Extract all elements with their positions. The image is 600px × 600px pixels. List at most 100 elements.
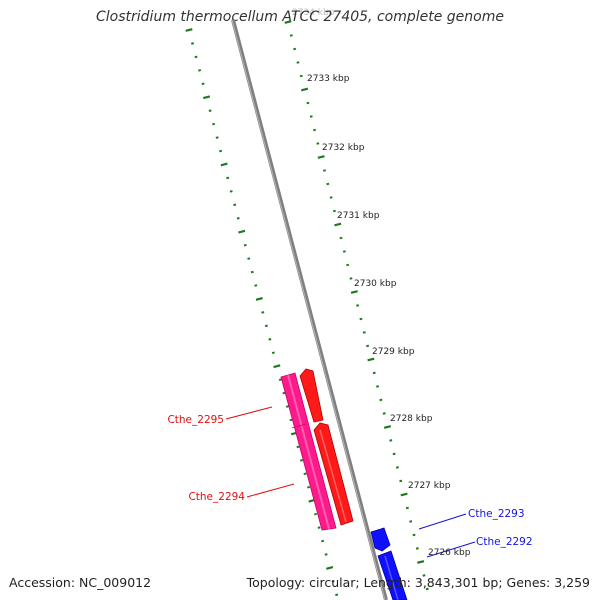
minor-tick-mark <box>233 203 237 207</box>
major-tick-mark <box>317 155 325 159</box>
major-tick-mark <box>417 560 425 564</box>
gene-cthe-2295-shade <box>287 374 330 530</box>
tick-label: 2732 kbp <box>322 143 365 153</box>
minor-tick-mark <box>376 385 380 388</box>
minor-tick-mark <box>299 459 304 462</box>
minor-tick-mark <box>332 209 336 213</box>
minor-tick-mark <box>191 42 195 45</box>
gene-cthe-2295-divider <box>291 423 307 429</box>
gene-cthe-2292-shade <box>384 555 399 600</box>
minor-tick-mark <box>317 526 321 529</box>
major-tick-mark <box>185 28 193 32</box>
minor-tick-mark <box>306 101 310 105</box>
minor-tick-mark <box>271 351 275 355</box>
minor-tick-mark <box>201 82 205 86</box>
tick-label: 2731 kbp <box>337 211 380 221</box>
minor-tick-mark <box>212 122 216 126</box>
major-tick-mark <box>367 357 375 362</box>
minor-tick-mark <box>326 182 330 186</box>
minor-tick-mark <box>349 277 353 280</box>
minor-tick-mark <box>422 574 426 577</box>
major-tick-mark <box>350 290 358 294</box>
major-tick-mark <box>255 297 263 301</box>
major-tick-mark <box>400 492 408 497</box>
minor-tick-mark <box>395 466 399 469</box>
minor-tick-mark <box>335 593 339 597</box>
minor-tick-mark <box>261 311 265 314</box>
minor-tick-mark <box>264 324 268 328</box>
major-tick-mark <box>220 162 228 167</box>
minor-tick-mark <box>362 331 366 334</box>
inner-tick-track <box>185 28 339 597</box>
minor-tick-mark <box>229 190 233 193</box>
minor-tick-mark <box>215 136 219 139</box>
tick-label: 2734 kbp <box>292 8 335 18</box>
minor-tick-mark <box>208 109 212 112</box>
major-tick-mark <box>383 425 392 429</box>
minor-tick-mark <box>198 69 202 72</box>
minor-tick-mark <box>379 398 383 402</box>
minor-tick-mark <box>293 47 297 51</box>
minor-tick-mark <box>303 472 307 476</box>
tick-label: 2726 kbp <box>428 548 471 558</box>
minor-tick-mark <box>399 479 403 483</box>
minor-tick-mark <box>321 539 325 543</box>
gene-label-cthe-2294[interactable]: Cthe_2294 <box>188 491 245 503</box>
minor-tick-mark <box>382 412 386 415</box>
gene-label-cthe-2295[interactable]: Cthe_2295 <box>167 414 224 426</box>
major-tick-mark <box>203 95 211 100</box>
gene-label-cthe-2292[interactable]: Cthe_2292 <box>476 536 533 548</box>
tick-label: 2730 kbp <box>354 279 397 289</box>
leader-cthe-2293 <box>418 513 467 530</box>
minor-tick-mark <box>296 61 300 64</box>
leader-cthe-2294 <box>246 483 295 498</box>
minor-tick-mark <box>322 169 326 172</box>
minor-tick-mark <box>307 485 311 489</box>
gene-label-cthe-2293[interactable]: Cthe_2293 <box>468 508 525 520</box>
minor-tick-mark <box>329 196 333 199</box>
minor-tick-mark <box>285 405 289 408</box>
minor-tick-mark <box>339 236 343 240</box>
tick-labels: 2734 kbp 2733 kbp 2732 kbp 2731 kbp 2730… <box>292 8 471 558</box>
minor-tick-mark <box>392 452 396 456</box>
major-tick-mark <box>273 364 281 369</box>
minor-tick-mark <box>366 344 370 348</box>
minor-tick-mark <box>314 512 318 516</box>
minor-tick-mark <box>296 445 300 449</box>
minor-tick-mark <box>409 520 413 523</box>
tick-label: 2729 kbp <box>372 347 415 357</box>
backbone-line <box>231 19 388 600</box>
minor-tick-mark <box>254 284 258 287</box>
minor-tick-mark <box>359 317 363 321</box>
minor-tick-mark <box>268 338 272 341</box>
minor-tick-mark <box>219 149 223 153</box>
minor-tick-mark <box>316 142 320 145</box>
major-tick-mark <box>284 20 292 24</box>
minor-tick-mark <box>250 270 254 274</box>
backbone-highlight <box>231 19 386 600</box>
genome-title: Clostridium thermocellum ATCC 27405, com… <box>96 9 504 25</box>
minor-tick-mark <box>356 304 360 307</box>
minor-tick-mark <box>425 587 429 591</box>
minor-tick-mark <box>415 547 419 550</box>
major-tick-mark <box>301 87 309 92</box>
major-tick-mark <box>326 566 334 570</box>
minor-tick-mark <box>331 580 335 583</box>
gene-cthe-2294-shape-lower[interactable] <box>313 422 354 526</box>
minor-tick-mark <box>236 216 240 220</box>
minor-tick-mark <box>299 74 303 78</box>
leader-cthe-2295 <box>225 406 273 420</box>
minor-tick-mark <box>289 34 293 37</box>
leader-cthe-2292 <box>426 541 476 558</box>
gene-cthe-2293-shape[interactable] <box>370 527 391 552</box>
minor-tick-mark <box>313 128 317 132</box>
major-tick-mark <box>334 222 342 227</box>
tick-label: 2727 kbp <box>408 481 451 491</box>
major-tick-mark <box>238 229 246 234</box>
gene-cthe-2292-shape[interactable] <box>377 550 408 600</box>
minor-tick-mark <box>247 257 251 260</box>
minor-tick-mark <box>412 533 416 537</box>
gene-cthe-2294-shape-upper[interactable] <box>299 368 324 423</box>
